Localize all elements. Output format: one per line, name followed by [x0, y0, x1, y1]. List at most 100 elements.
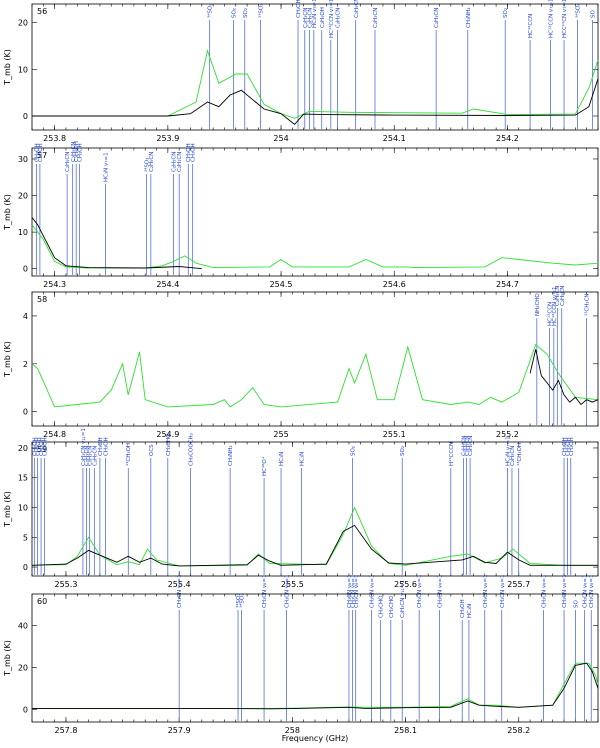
line-marker-label: ³⁴SO₂ [575, 4, 582, 18]
line-marker-label: C₂H₅CN [468, 436, 474, 456]
panel-57: 57 254.3 254.4 254.5 254.6 254.7 0 10 20 30 T_mb (… [3, 141, 599, 289]
line-marker-label: CH₃NH₂ [466, 7, 472, 28]
line-marker-label: C₂H₅OH [320, 7, 326, 28]
x-tick-label: 255.5 [281, 580, 304, 589]
line-marker-label: C₂H₃CN [177, 152, 183, 172]
x-tick-label: 254 [273, 134, 288, 143]
panel-56: 56 253.8 253.9 254 254.1 254.2 0 10 20 T_mb (K) ³⁴… [3, 0, 599, 143]
x-tick-label: 254.6 [383, 280, 406, 289]
y-axis-label: T_mb (K) [3, 49, 12, 86]
line-marker-label: H¹³CCCN [448, 442, 455, 466]
line-marker-label: CH₃CHO [389, 595, 395, 618]
line-marker-label: C₂H₅CN [65, 152, 71, 172]
y-tick-label: 15 [18, 474, 28, 483]
y-tick-label: 2 [23, 360, 28, 369]
line-marker-label: CH₃CHO [166, 433, 172, 456]
line-marker-label: HC₃N [299, 452, 305, 466]
line-marker-label: CH₃NH₂ [228, 445, 234, 466]
line-marker-label: C₂H₃CN [303, 8, 309, 28]
line-marker-label: CH₃CN v₈=1 [562, 575, 568, 608]
x-tick-label: 254.1 [383, 134, 406, 143]
line-marker-label: C₂H₃CN [373, 8, 379, 28]
line-marker-label: C₂H₃CN v₁₁=1 [400, 580, 406, 618]
line-marker-label: C₂H₅CN [555, 286, 561, 306]
line-marker-label: SO₂ [503, 8, 509, 18]
line-marker-label: CH₃OH [38, 143, 44, 162]
x-tick-label: 255.2 [496, 430, 519, 439]
x-tick-label: 253.8 [43, 134, 66, 143]
line-marker-label: ³⁴SO₂ [207, 4, 214, 18]
y-tick-label: 30 [18, 155, 28, 164]
line-marker-label: NH₂CHO [535, 293, 541, 316]
line-marker-label: CH₃CN v₈=1 [500, 575, 506, 608]
line-marker-label: HC₃N v₇=1 [505, 436, 511, 466]
line-marker-label: SO₂ [231, 8, 237, 18]
line-marker-label: ¹³CH₃OH [516, 443, 523, 466]
model-spectrum [32, 49, 599, 119]
observed-spectrum [32, 662, 599, 710]
line-marker-label: CH₃OH [104, 437, 110, 456]
x-tick-label: 254.8 [43, 430, 66, 439]
line-marker-label: C₂H₃CN v₁₁=1 [81, 428, 87, 466]
line-marker-label: CH₃CN v₈=1 [582, 575, 588, 608]
x-tick-label: 254.2 [496, 134, 519, 143]
line-marker-label: CH₃CN v₈=1 [542, 575, 548, 608]
line-marker-label: HC¹³CCN v₇=1 [547, 0, 554, 38]
line-marker-label: SO₂ [400, 446, 406, 456]
line-marker-label: HC¹⁸O⁺ [261, 456, 268, 476]
line-marker-label: OCS [149, 444, 155, 456]
line-marker-label: C₂H₃CN [84, 446, 90, 466]
line-marker-label: CH₃OH [36, 437, 42, 456]
line-marker-label: CH₃OH [39, 437, 45, 456]
y-tick-label: 0 [23, 112, 28, 121]
line-marker-label: HCC¹³CN v₇=1 [561, 0, 568, 38]
panel-frame [31, 593, 599, 723]
line-marker-label: HC₃N v₇=1 [312, 0, 318, 28]
line-marker-label: HC¹³CCN v₇=1 [328, 0, 335, 38]
line-marker-label: CH₃CN v₈=1 [347, 575, 353, 608]
line-marker-label: C₂H₃CN [434, 8, 440, 28]
line-marker-label: SO₂ [350, 446, 356, 456]
line-marker-label: ¹³CH₃OH [125, 443, 132, 466]
line-marker-label: HC¹³CCN v₇=1 [551, 287, 558, 327]
model-spectrum [32, 662, 599, 709]
panel-number: 59 [37, 445, 47, 454]
observed-spectrum [31, 217, 202, 270]
x-tick-label: 258.1 [394, 726, 417, 735]
y-tick-label: 10 [18, 65, 28, 74]
observed-spectrum [32, 78, 599, 126]
line-marker-label: C₂H₅CN [560, 286, 566, 306]
x-tick-label: 255 [273, 430, 288, 439]
x-axis-label: Frequency (GHz) [282, 734, 349, 743]
x-tick-label: 255.1 [383, 430, 406, 439]
x-tick-label: 254.4 [156, 280, 179, 289]
line-marker-label: CH₃OH [296, 0, 302, 18]
y-axis-label: T_mb (K) [3, 194, 12, 231]
line-marker-label: C₂H₅CN [510, 446, 516, 466]
x-tick-label: 257.8 [55, 726, 78, 735]
x-tick-label: 254.5 [270, 280, 293, 289]
line-marker-label: SO [590, 10, 596, 18]
x-tick-label: 258.2 [507, 726, 530, 735]
y-axis-label: T_mb (K) [3, 640, 12, 677]
line-marker-label: CH₃OH [42, 437, 48, 456]
line-marker-label: CH₃CN v₈=1 [177, 575, 183, 608]
line-marker-label: C₂H₃CN [336, 8, 342, 28]
observed-spectrum [529, 349, 599, 406]
x-tick-label: 255.4 [168, 580, 191, 589]
y-tick-label: 0 [23, 563, 28, 572]
y-tick-label: 40 [18, 621, 28, 630]
line-marker-label: CH₃OH [186, 143, 192, 162]
line-marker-label: CH₃CN v₈=1 [354, 575, 360, 608]
line-marker-label: C₂H₅OH [74, 141, 80, 162]
line-marker-label: CH₃CN v₈=1 [438, 575, 444, 608]
x-tick-label: 254.7 [496, 280, 519, 289]
x-tick-label: 254.9 [156, 430, 179, 439]
panel-59: 59 255.3 255.4 255.5 255.6 255.7 0 5 10 15 20 T_mb … [3, 428, 599, 589]
line-marker-label: CH₃OH [569, 437, 575, 456]
line-marker-label: CH₃OH [460, 599, 466, 618]
y-tick-label: 20 [18, 192, 28, 201]
y-tick-label: 0 [23, 705, 28, 714]
y-axis-label: T_mb (K) [3, 341, 12, 378]
